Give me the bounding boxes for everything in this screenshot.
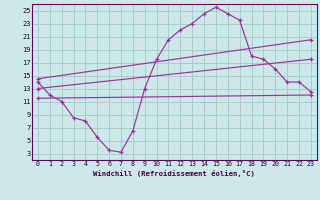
X-axis label: Windchill (Refroidissement éolien,°C): Windchill (Refroidissement éolien,°C)	[93, 170, 255, 177]
